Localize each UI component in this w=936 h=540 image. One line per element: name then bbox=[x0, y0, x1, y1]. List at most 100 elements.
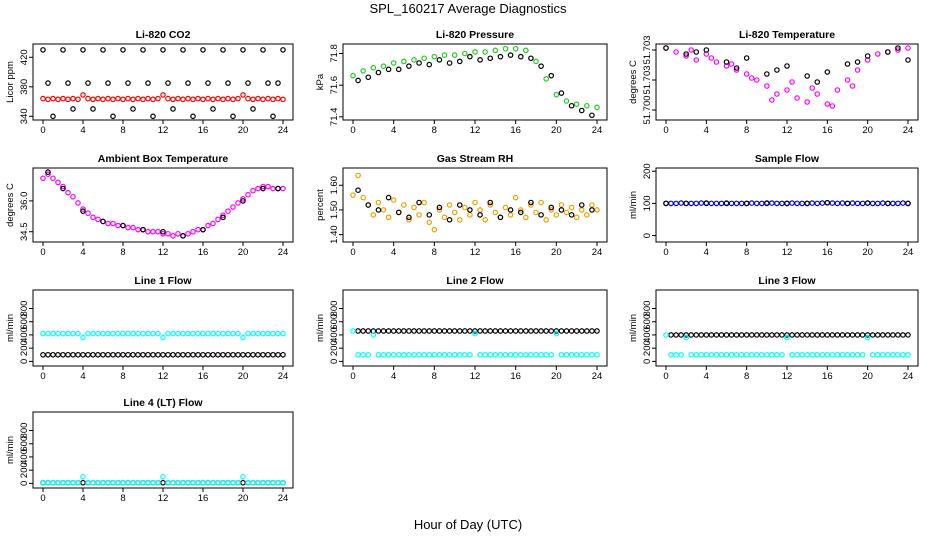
data-point bbox=[487, 55, 494, 62]
data-point bbox=[135, 226, 141, 233]
series-red bbox=[40, 92, 286, 103]
data-point bbox=[733, 67, 740, 73]
data-point bbox=[523, 47, 529, 54]
data-point bbox=[65, 189, 71, 196]
y-axis-label: ml/min bbox=[628, 191, 639, 219]
data-point bbox=[589, 202, 595, 208]
data-point bbox=[548, 204, 555, 211]
data-point bbox=[185, 479, 191, 486]
series-magenta bbox=[40, 171, 286, 239]
data-point bbox=[225, 208, 231, 214]
data-point bbox=[421, 199, 427, 206]
data-point bbox=[165, 80, 171, 86]
data-point bbox=[819, 351, 826, 358]
x-tick-label: 12 bbox=[782, 371, 793, 382]
data-point bbox=[683, 53, 689, 59]
x-tick-label: 16 bbox=[510, 371, 521, 382]
data-point bbox=[446, 328, 453, 334]
data-point bbox=[573, 214, 580, 221]
data-point bbox=[185, 95, 191, 102]
data-point bbox=[145, 330, 151, 337]
data-point bbox=[789, 79, 795, 85]
x-tick-label: 0 bbox=[40, 125, 45, 136]
series-black bbox=[40, 351, 286, 358]
data-point bbox=[270, 330, 276, 337]
data-point bbox=[594, 351, 600, 358]
data-point bbox=[395, 209, 402, 216]
data-point bbox=[355, 351, 361, 358]
data-point bbox=[65, 330, 71, 337]
y-axis-label: ml/min bbox=[628, 314, 639, 342]
data-point bbox=[50, 351, 56, 358]
data-point bbox=[150, 228, 156, 235]
data-point bbox=[779, 351, 785, 358]
data-point bbox=[854, 59, 861, 65]
data-point bbox=[874, 51, 881, 57]
data-point bbox=[441, 52, 448, 58]
data-point bbox=[60, 330, 66, 337]
data-point bbox=[421, 351, 427, 358]
data-point bbox=[834, 332, 841, 338]
data-point bbox=[492, 209, 499, 216]
data-point bbox=[769, 200, 775, 206]
data-point bbox=[578, 351, 585, 358]
x-tick-label: 8 bbox=[744, 371, 749, 382]
x-tick-label: 0 bbox=[40, 247, 45, 258]
data-point bbox=[40, 330, 46, 337]
x-tick-label: 24 bbox=[278, 371, 289, 382]
data-point bbox=[688, 351, 695, 358]
data-point bbox=[723, 351, 730, 358]
data-point bbox=[185, 80, 191, 86]
x-tick-label: 20 bbox=[551, 125, 562, 136]
data-point bbox=[80, 479, 86, 486]
y-tick-label: 1.40 bbox=[329, 225, 340, 244]
data-point bbox=[436, 351, 443, 358]
data-point bbox=[426, 351, 433, 358]
plot-frame bbox=[342, 43, 608, 121]
data-point bbox=[105, 220, 111, 227]
x-tick-label: 12 bbox=[158, 247, 169, 258]
x-tick-label: 8 bbox=[744, 247, 749, 258]
x-tick-label: 0 bbox=[663, 371, 668, 382]
data-point bbox=[120, 479, 126, 486]
data-point bbox=[45, 169, 51, 175]
data-point bbox=[844, 61, 851, 67]
data-point bbox=[563, 209, 570, 216]
data-point bbox=[446, 217, 453, 223]
data-point bbox=[538, 63, 544, 69]
data-point bbox=[380, 207, 387, 213]
data-point bbox=[426, 219, 433, 226]
data-point bbox=[80, 351, 86, 358]
data-point bbox=[230, 113, 236, 120]
data-point bbox=[180, 479, 186, 486]
data-point bbox=[779, 200, 785, 207]
data-point bbox=[235, 351, 241, 358]
data-point bbox=[824, 351, 831, 358]
data-point bbox=[115, 351, 121, 358]
data-point bbox=[260, 185, 266, 192]
data-point bbox=[477, 207, 483, 213]
data-point bbox=[70, 351, 76, 358]
data-point bbox=[758, 200, 765, 207]
data-point bbox=[578, 207, 585, 213]
data-point bbox=[185, 351, 191, 358]
data-point bbox=[589, 328, 595, 334]
y-tick-label: 0 bbox=[329, 359, 340, 364]
data-point bbox=[698, 351, 705, 358]
data-point bbox=[451, 209, 458, 216]
data-point bbox=[55, 330, 61, 337]
data-point bbox=[135, 330, 141, 337]
data-point bbox=[563, 98, 570, 104]
data-point bbox=[50, 479, 56, 486]
data-point bbox=[502, 328, 509, 334]
data-point bbox=[140, 96, 146, 103]
data-point bbox=[718, 351, 725, 358]
data-point bbox=[456, 58, 463, 65]
data-point bbox=[462, 351, 468, 358]
data-point bbox=[180, 233, 186, 239]
data-point bbox=[155, 330, 161, 337]
data-point bbox=[854, 332, 861, 338]
data-point bbox=[431, 53, 438, 60]
data-point bbox=[170, 106, 176, 112]
